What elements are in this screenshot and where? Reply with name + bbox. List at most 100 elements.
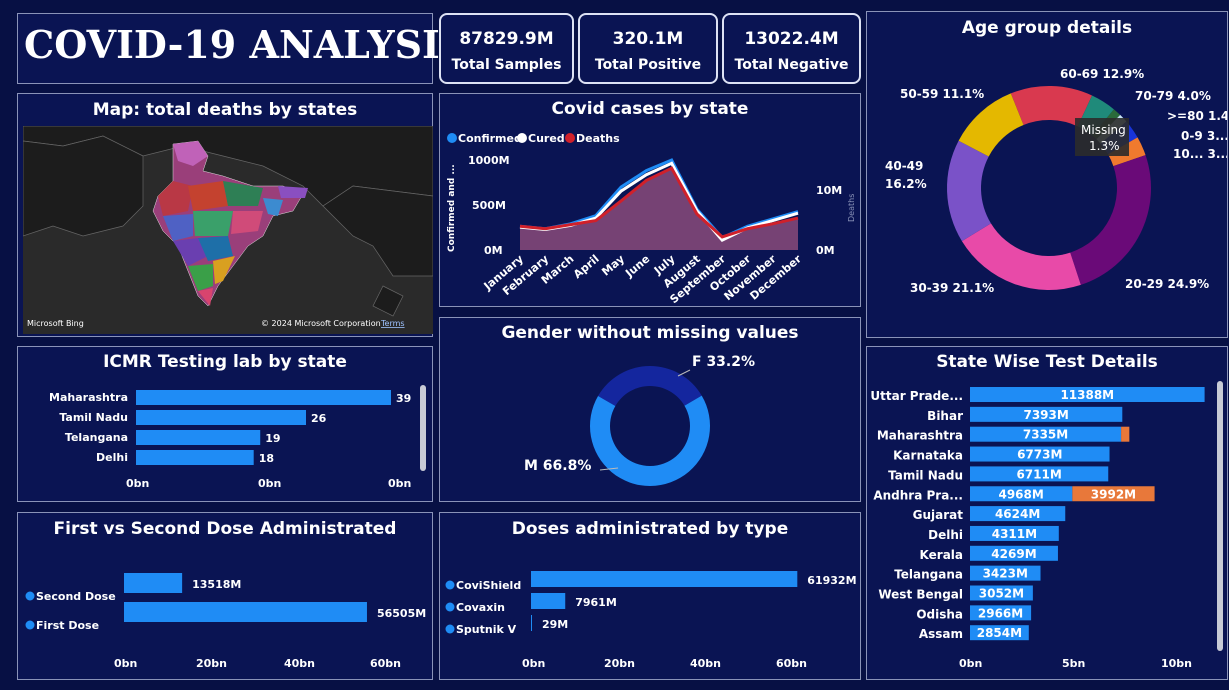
cases-area-chart[interactable]: Confirmed Cured Deaths 1000M 500M 0M 10M… [440, 126, 860, 306]
statewise-panel: State Wise Test Details Uttar Prade... 11… [866, 346, 1228, 680]
x-tick: 0bn [126, 477, 149, 490]
legend-dot-confirmed [447, 133, 457, 143]
x-tick-month: June [622, 252, 652, 280]
legend-dot [25, 620, 35, 630]
bar[interactable] [136, 410, 306, 425]
bar[interactable] [970, 565, 1041, 581]
dashboard-title: COVID-19 ANALYSIS [24, 22, 468, 67]
legend-confirmed: Confirmed [458, 132, 522, 145]
bar-secondary[interactable] [1121, 426, 1130, 442]
age-label: 30-39 21.1% [910, 281, 994, 295]
kpi-total-samples[interactable]: 87829.9M Total Samples [439, 13, 574, 84]
bar[interactable] [970, 605, 1032, 621]
bar[interactable] [970, 585, 1033, 601]
kpi-value: 320.1M [612, 29, 684, 49]
legend-cured: Cured [528, 132, 565, 145]
age-label: 70-79 4.0% [1135, 89, 1211, 103]
slice-6069[interactable] [1010, 86, 1093, 127]
cases-legend[interactable]: Confirmed Cured Deaths [447, 132, 620, 145]
scrollbar[interactable] [420, 385, 426, 471]
bar[interactable] [970, 406, 1123, 422]
kpi-value: 13022.4M [744, 29, 839, 49]
slice-5059[interactable] [958, 93, 1024, 157]
x-tick: 0bn [114, 657, 137, 670]
bar-value: 18 [259, 452, 274, 465]
map-terms-link[interactable]: Terms [380, 319, 405, 328]
bar[interactable] [136, 390, 391, 405]
kpi-total-positive[interactable]: 320.1M Total Positive [578, 13, 718, 84]
bar[interactable] [970, 446, 1110, 462]
bar-secondary[interactable] [1072, 486, 1155, 502]
legend-label: Covaxin [456, 601, 505, 614]
y-tick: 0M [484, 244, 503, 257]
bar-label: Kerala [920, 548, 963, 562]
bar[interactable] [970, 506, 1066, 522]
bar-label: Andhra Pra... [873, 488, 963, 502]
scrollbar[interactable] [1217, 381, 1223, 651]
bar[interactable] [970, 426, 1122, 442]
age-panel: Age group details 60-69 12.9% 50-59 11.1… [866, 11, 1228, 338]
legend-dot [25, 591, 35, 601]
types-title: Doses administrated by type [511, 519, 789, 539]
legend-label: First Dose [36, 619, 99, 632]
bar-label: Telangana [65, 431, 128, 444]
map-copyright: © 2024 Microsoft Corporation [261, 319, 381, 328]
icmr-title: ICMR Testing lab by state [103, 352, 347, 372]
slice-m[interactable] [590, 395, 710, 486]
bar[interactable] [531, 615, 532, 631]
bar-label: Tamil Nadu [59, 411, 128, 424]
x-tick: 0bn [522, 657, 545, 670]
bar[interactable] [970, 387, 1205, 402]
legend-dot [445, 580, 455, 590]
gender-donut-chart[interactable]: F 33.2% M 66.8% [440, 350, 860, 500]
bar-label: Karnataka [893, 449, 963, 463]
bar-label: Maharashtra [49, 391, 128, 404]
bar[interactable] [124, 602, 367, 622]
bar[interactable] [136, 430, 261, 445]
bar-value: 4624M [995, 507, 1040, 521]
kpi-total-negative[interactable]: 13022.4M Total Negative [722, 13, 861, 84]
bar[interactable] [970, 545, 1058, 561]
bar[interactable] [970, 625, 1029, 641]
bar[interactable] [970, 486, 1073, 502]
y2-axis-label: Deaths [847, 194, 856, 222]
legend-dot-cured [517, 133, 527, 143]
bar-value: 19 [265, 432, 280, 445]
doses-bar-chart[interactable]: Second Dose 13518M First Dose 56505M 0bn 20… [18, 547, 432, 679]
bar[interactable] [124, 573, 183, 593]
x-tick: 40bn [284, 657, 315, 670]
map-view[interactable]: Microsoft Bing © 2024 Microsoft Corporat… [23, 126, 433, 334]
bar[interactable] [531, 593, 566, 609]
age-label: 10... 3.... [1173, 147, 1227, 161]
age-label: >=80 1.4% [1167, 109, 1227, 123]
x-tick: 0bn [959, 657, 982, 670]
y2-tick: 10M [816, 184, 842, 197]
slice-f[interactable] [598, 366, 702, 406]
bar-value: 29M [542, 618, 568, 631]
kpi-label: Total Negative [734, 57, 849, 73]
bar-label: Assam [919, 627, 963, 641]
bar[interactable] [136, 450, 254, 465]
legend-deaths: Deaths [576, 132, 620, 145]
statewise-bar-chart[interactable]: Uttar Prade... 11388M Bihar 7393M Maharashtr… [867, 379, 1227, 679]
age-label: 60-69 12.9% [1060, 67, 1144, 81]
slice-2029[interactable] [1070, 155, 1151, 285]
x-tick-month: May [599, 252, 627, 278]
bar[interactable] [531, 571, 798, 587]
x-tick: 20bn [196, 657, 227, 670]
bar[interactable] [970, 525, 1059, 541]
age-label: 20-29 24.9% [1125, 277, 1209, 291]
age-donut-chart[interactable]: 60-69 12.9% 50-59 11.1% 70-79 4.0% >=80 … [867, 46, 1227, 336]
kpi-value: 87829.9M [459, 29, 554, 49]
x-tick: 40bn [690, 657, 721, 670]
bar-label: Tamil Nadu [888, 468, 963, 482]
icmr-bar-chart[interactable]: Maharashtra 39 Tamil Nadu 26 Telangana 19 Delh… [18, 379, 432, 499]
bar-value: 2854M [977, 626, 1022, 640]
slice-4049[interactable] [947, 140, 991, 242]
types-bar-chart[interactable]: CoviShield 61932M Covaxin 7961M Sputnik V 29M… [440, 547, 860, 679]
bar[interactable] [970, 466, 1109, 482]
slice-3039[interactable] [961, 223, 1081, 290]
bar-label: Uttar Prade... [870, 389, 963, 403]
bar-value: 11388M [1060, 388, 1114, 402]
cases-panel: Covid cases by state Confirmed Cured Dea… [439, 93, 861, 307]
